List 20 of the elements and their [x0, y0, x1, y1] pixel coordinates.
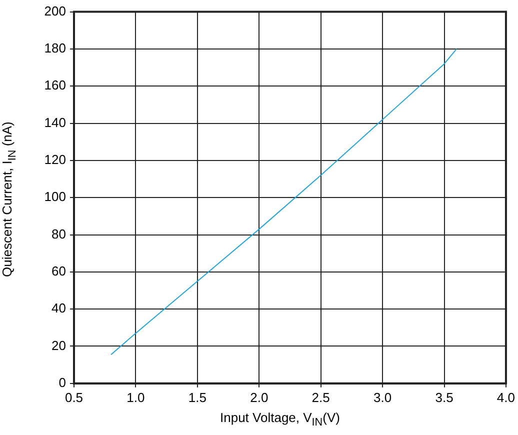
x-axis-title: Input Voltage, V$_{IN}$(V) [219, 410, 341, 429]
x-tick-label: 3.5 [435, 390, 454, 405]
y-tick-label: 180 [44, 40, 66, 56]
y-tick-label: 200 [44, 3, 66, 18]
y-tick-label: 120 [44, 152, 66, 168]
y-tick-label: 0 [58, 374, 66, 390]
x-tick-label: 1.5 [188, 390, 206, 405]
x-tick-label: 2.5 [312, 390, 330, 405]
y-tick-label: 40 [52, 300, 66, 316]
x-tick-label: 1.0 [126, 390, 145, 405]
x-tick-label: 2.0 [250, 390, 268, 405]
y-tick-label: 160 [44, 78, 66, 93]
y-tick-label: 140 [44, 114, 66, 130]
y-tick-label: 20 [52, 338, 66, 353]
y-tick-label: 80 [52, 226, 66, 242]
x-tick-label: 3.0 [374, 390, 392, 405]
x-tick-label: 4.0 [496, 390, 516, 405]
x-tick-label: 0.5 [64, 390, 84, 405]
y-tick-label: 60 [52, 264, 66, 278]
y-tick-label: 100 [44, 189, 66, 204]
